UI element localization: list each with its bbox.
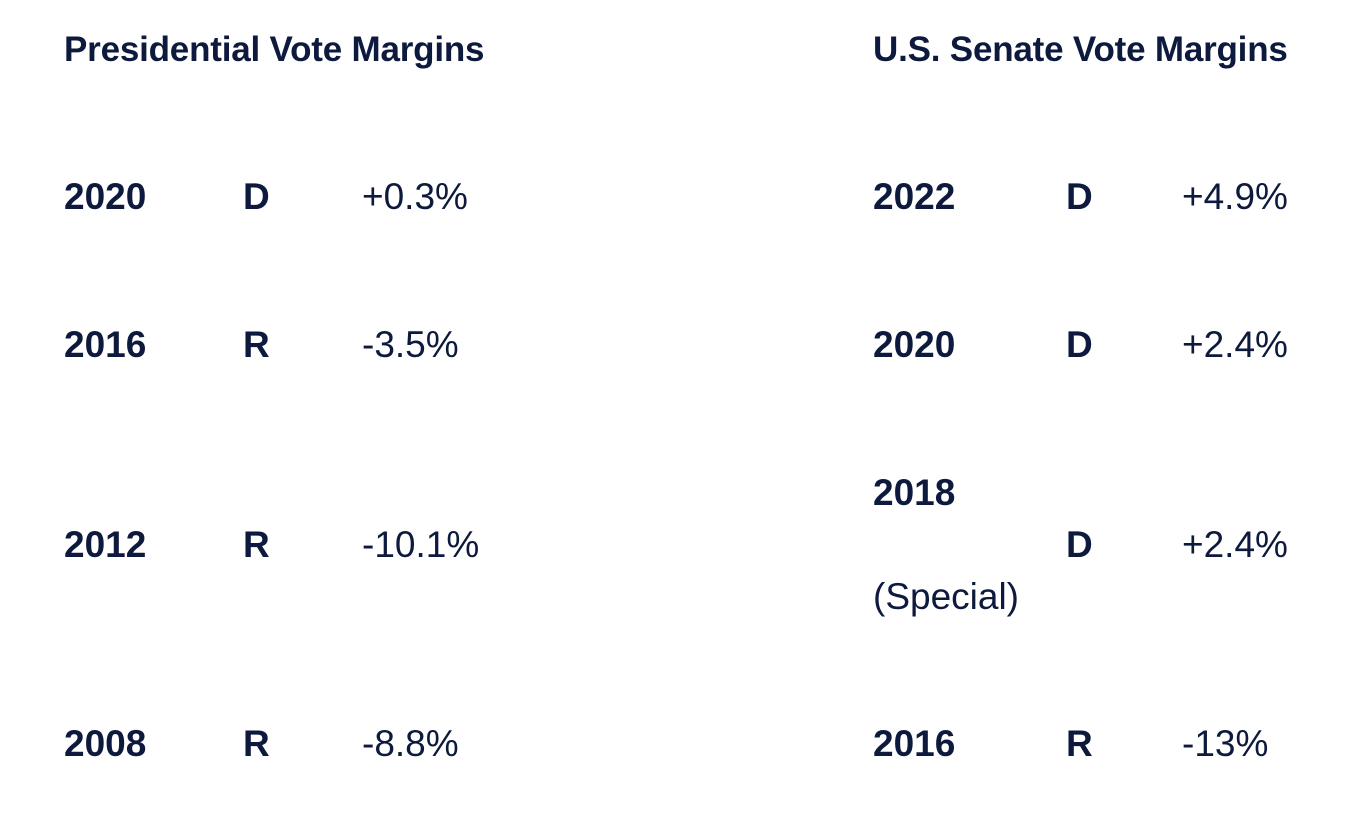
- row-margin: -13%: [1182, 723, 1269, 764]
- row-party: D: [243, 176, 270, 217]
- row-margin: -3.5%: [362, 324, 459, 365]
- senate-row-2018-special: 2018 (Special) D +2.4%: [873, 472, 1353, 617]
- row-year: 2012: [64, 524, 147, 565]
- row-party: R: [243, 723, 270, 764]
- row-margin: -8.8%: [362, 723, 459, 764]
- row-party: R: [243, 524, 270, 565]
- senate-row-2022: 2022 D +4.9%: [873, 167, 1353, 227]
- row-year-with-note: 2018 (Special): [873, 463, 1019, 627]
- presidential-row-2016: 2016 R -3.5%: [64, 315, 784, 375]
- row-year: 2016: [873, 723, 956, 764]
- presidential-row-2020: 2020 D +0.3%: [64, 167, 784, 227]
- row-year: 2018: [873, 472, 956, 513]
- row-margin: +2.4%: [1182, 524, 1288, 565]
- row-year: 2016: [64, 324, 147, 365]
- row-party: R: [243, 324, 270, 365]
- row-party: R: [1066, 723, 1093, 764]
- row-party: D: [1066, 176, 1093, 217]
- presidential-row-2008: 2008 R -8.8%: [64, 714, 784, 774]
- senate-row-2020: 2020 D +2.4%: [873, 315, 1353, 375]
- row-year: 2020: [873, 324, 956, 365]
- row-margin: -10.1%: [362, 524, 480, 565]
- senate-heading: U.S. Senate Vote Margins: [873, 30, 1288, 69]
- presidential-row-2012: 2012 R -10.1%: [64, 515, 784, 575]
- row-party: D: [1066, 324, 1093, 365]
- row-year-note: (Special): [873, 576, 1019, 617]
- senate-row-2016: 2016 R -13%: [873, 714, 1353, 774]
- presidential-heading: Presidential Vote Margins: [64, 30, 485, 69]
- row-year: 2008: [64, 723, 147, 764]
- row-party: D: [1066, 524, 1093, 565]
- row-margin: +2.4%: [1182, 324, 1288, 365]
- row-margin: +4.9%: [1182, 176, 1288, 217]
- row-margin: +0.3%: [362, 176, 468, 217]
- row-year: 2022: [873, 176, 956, 217]
- row-year: 2020: [64, 176, 147, 217]
